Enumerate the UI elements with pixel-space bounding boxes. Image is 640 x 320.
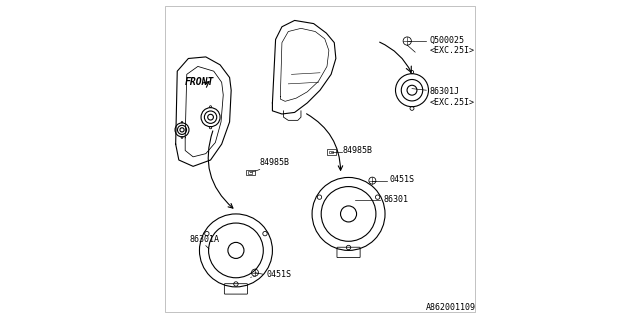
Text: 84985B: 84985B bbox=[260, 158, 290, 167]
Bar bbox=[326, 149, 335, 155]
Text: 0451S: 0451S bbox=[266, 270, 291, 279]
Text: 0451S: 0451S bbox=[390, 175, 415, 184]
Text: <EXC.25I>: <EXC.25I> bbox=[429, 46, 474, 55]
Bar bbox=[246, 170, 255, 175]
Bar bbox=[248, 171, 252, 174]
Text: 86301A: 86301A bbox=[190, 236, 220, 244]
Bar bbox=[329, 151, 333, 153]
Text: FRONT: FRONT bbox=[185, 77, 214, 87]
Text: 86301: 86301 bbox=[383, 195, 408, 204]
Text: 84985B: 84985B bbox=[343, 146, 373, 155]
FancyArrowPatch shape bbox=[307, 114, 342, 170]
Text: <EXC.25I>: <EXC.25I> bbox=[429, 98, 474, 107]
FancyArrowPatch shape bbox=[208, 131, 233, 208]
Text: A862001109: A862001109 bbox=[426, 303, 476, 312]
Text: Q500025: Q500025 bbox=[429, 36, 465, 44]
Text: 86301J: 86301J bbox=[429, 87, 460, 96]
